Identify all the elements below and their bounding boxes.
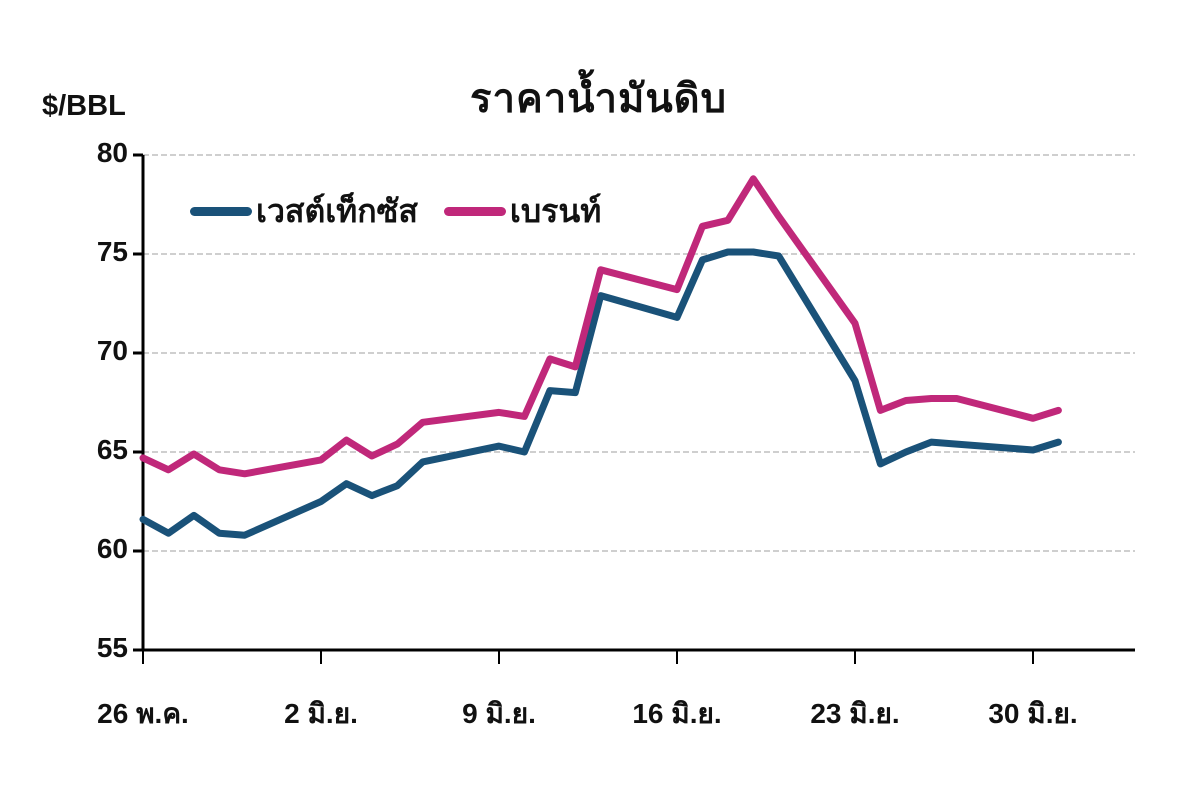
gridlines <box>143 154 1135 552</box>
x-tick-label: 30 มิ.ย. <box>988 698 1078 729</box>
x-tick-label: 2 มิ.ย. <box>284 698 358 729</box>
chart-title: ราคาน้ำมันดิบ <box>470 77 728 121</box>
axes <box>133 153 1135 664</box>
legend-label-brent: เบรนท์ <box>509 193 602 229</box>
legend-item-brent: เบรนท์ <box>443 186 602 237</box>
x-tick-label: 9 มิ.ย. <box>462 698 536 729</box>
legend-swatch-wti <box>190 207 252 216</box>
y-tick-label: 55 <box>96 632 128 663</box>
series-line-wti <box>139 248 1062 539</box>
legend: เวสต์เท็กซัส เบรนท์ <box>190 186 615 237</box>
legend-swatch-brent <box>443 207 506 216</box>
x-tick-label: 26 พ.ค. <box>97 698 189 729</box>
y-tick-label: 70 <box>96 335 128 366</box>
series-line-brent <box>139 175 1062 478</box>
x-tick-label: 23 มิ.ย. <box>810 698 900 729</box>
y-tick-label: 60 <box>96 533 128 564</box>
y-tick-label: 65 <box>96 434 128 465</box>
x-tick-label: 16 มิ.ย. <box>632 698 722 729</box>
y-axis-label: $/BBL <box>42 90 126 122</box>
y-tick-label: 80 <box>96 137 128 168</box>
legend-label-wti: เวสต์เท็กซัส <box>256 193 418 229</box>
y-tick-label: 75 <box>96 236 128 267</box>
data-lines <box>139 175 1062 539</box>
legend-item-wti: เวสต์เท็กซัส <box>190 186 418 237</box>
